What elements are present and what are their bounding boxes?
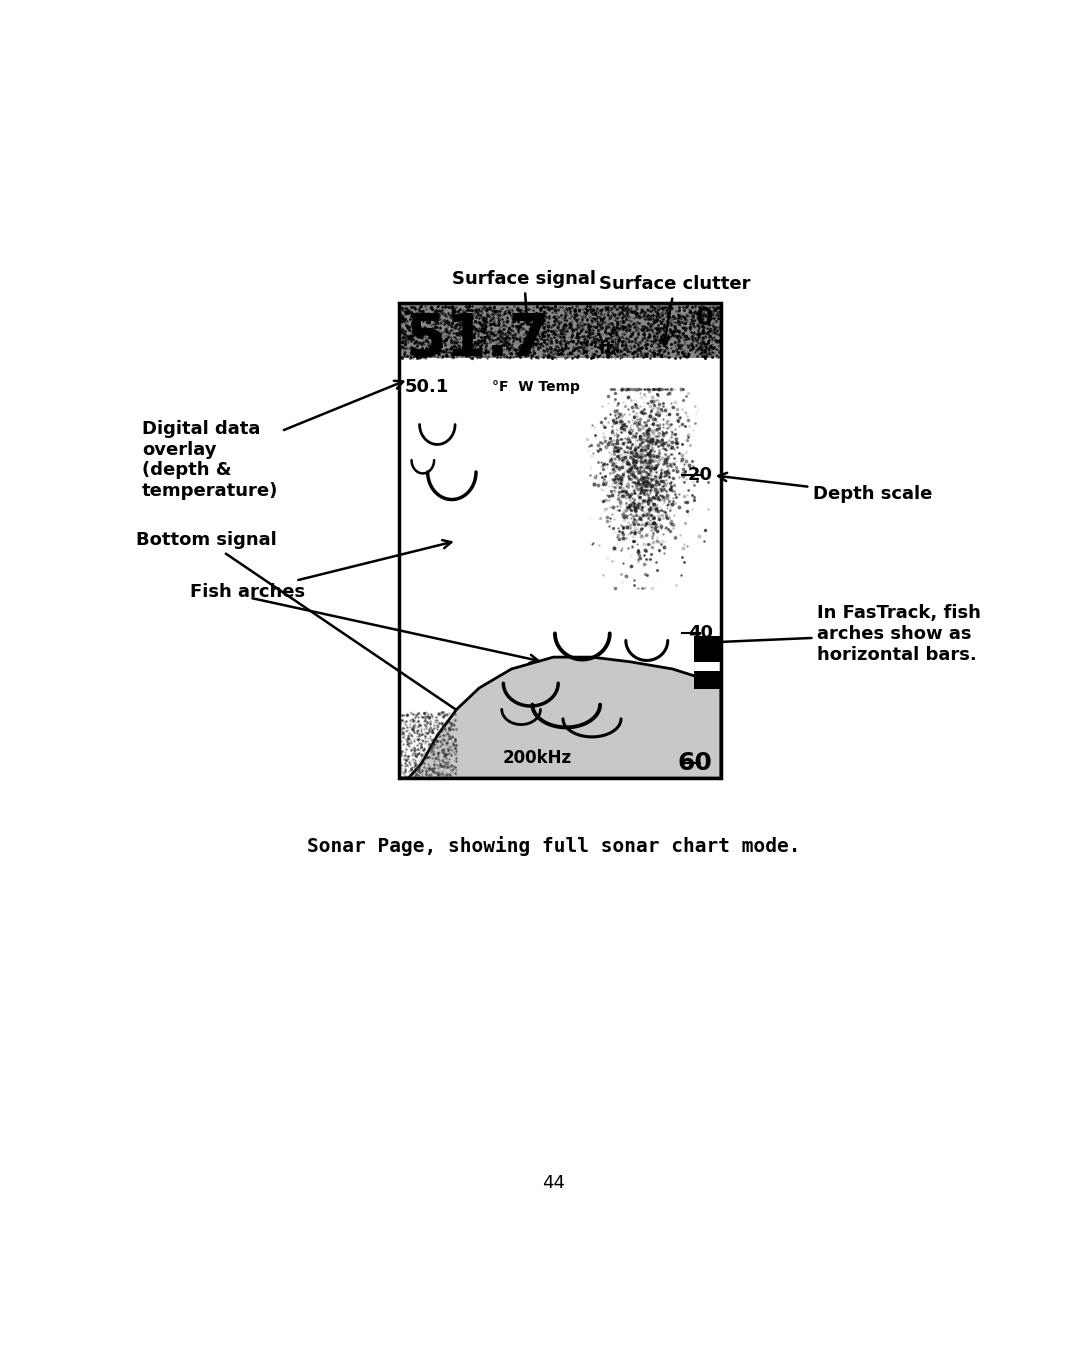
Text: 60: 60: [678, 751, 713, 775]
Bar: [694, 671, 721, 690]
Text: 20: 20: [688, 466, 713, 484]
Text: Digital data
overlay
(depth &
temperature): Digital data overlay (depth & temperatur…: [143, 381, 403, 500]
Text: Surface clutter: Surface clutter: [599, 275, 751, 346]
Bar: [399, 304, 721, 358]
Text: 0: 0: [696, 306, 713, 329]
Text: 200kHz: 200kHz: [502, 749, 571, 767]
Text: Fish arches: Fish arches: [190, 541, 451, 602]
Text: 51.7: 51.7: [405, 310, 550, 367]
Bar: [399, 304, 721, 778]
Polygon shape: [399, 657, 721, 778]
Text: ft: ft: [598, 340, 613, 358]
Text: Bottom signal: Bottom signal: [136, 531, 464, 715]
Text: °F  W Temp: °F W Temp: [492, 379, 580, 393]
Text: 44: 44: [542, 1173, 565, 1192]
Text: Sonar Page, showing full sonar chart mode.: Sonar Page, showing full sonar chart mod…: [307, 836, 800, 856]
Text: 40: 40: [688, 625, 713, 642]
Text: In FasTrack, fish
arches show as
horizontal bars.: In FasTrack, fish arches show as horizon…: [704, 604, 981, 664]
Bar: [399, 304, 721, 778]
Text: 50.1: 50.1: [405, 378, 449, 396]
Bar: [694, 635, 721, 661]
Text: Surface signal: Surface signal: [453, 270, 596, 324]
Text: Depth scale: Depth scale: [718, 473, 932, 504]
